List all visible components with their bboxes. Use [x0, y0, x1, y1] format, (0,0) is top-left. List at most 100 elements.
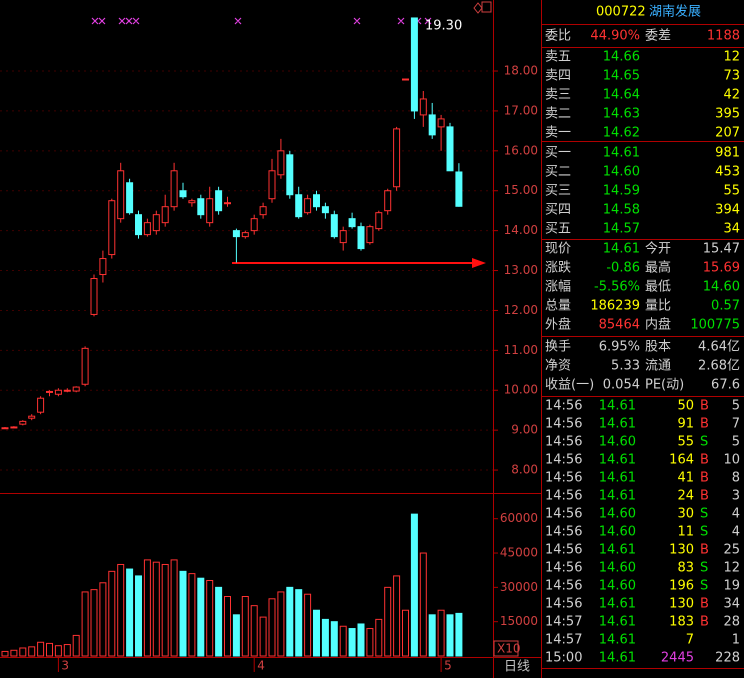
- candle-body: [224, 202, 231, 205]
- volume-bar: [241, 596, 249, 657]
- volume-bar: [250, 605, 258, 657]
- trade-count: 12: [723, 561, 740, 576]
- window-icons: [473, 1, 492, 14]
- candle-body: [143, 222, 151, 236]
- stat-label: PE(动): [645, 378, 684, 393]
- stat-value: 14.60: [703, 280, 740, 295]
- book-volume: 395: [715, 107, 740, 122]
- trade-volume: 183: [669, 615, 694, 630]
- candle-body: [90, 278, 98, 315]
- y-tick-label: 15.00: [504, 183, 538, 197]
- trade-volume: 196: [669, 579, 694, 594]
- stock-name: 湖南发展: [649, 4, 701, 20]
- volume-bar: [10, 649, 18, 657]
- candle-body: [241, 232, 249, 238]
- trade-time: 14:56: [545, 471, 582, 486]
- book-price: 14.57: [603, 222, 640, 237]
- candle-body: [206, 198, 214, 224]
- candle-body: [54, 389, 62, 395]
- candle-body: [250, 218, 258, 232]
- book-price: 14.63: [603, 107, 640, 122]
- candle-body: [384, 190, 392, 212]
- book-label: 买五: [545, 222, 571, 237]
- volume-bar: [339, 625, 347, 657]
- volume-bar: [215, 586, 223, 657]
- trade-side: B: [700, 453, 709, 468]
- trade-volume: 83: [677, 561, 694, 576]
- trade-time: 14:56: [545, 543, 582, 558]
- volume-bar: [259, 616, 267, 657]
- book-label: 买二: [545, 165, 571, 180]
- book-price: 14.66: [603, 50, 640, 65]
- volume-bar: [135, 575, 142, 657]
- candle-body: [339, 230, 347, 244]
- annotation-arrow: [232, 258, 486, 268]
- trade-price: 14.60: [599, 525, 636, 540]
- trade-volume: 55: [677, 435, 694, 450]
- candle-body: [313, 194, 320, 208]
- trade-price: 14.61: [599, 453, 636, 468]
- trade-time: 14:56: [545, 561, 582, 576]
- volume-bar: [170, 559, 178, 657]
- volume-bar: [375, 618, 383, 657]
- book-label: 卖四: [545, 69, 571, 84]
- trade-time: 14:56: [545, 579, 582, 594]
- candle-body: [375, 212, 383, 230]
- trade-count: 7: [732, 417, 740, 432]
- trade-volume: 130: [669, 597, 694, 612]
- stat-label: 最高: [645, 260, 671, 276]
- stat-value: 100775: [690, 318, 740, 333]
- trade-count: 228: [715, 651, 740, 666]
- trade-side: S: [700, 435, 708, 450]
- volume-bar: [161, 563, 169, 657]
- trade-time: 14:56: [545, 507, 582, 522]
- stat-label: 现价: [545, 242, 571, 257]
- stat-label: 量比: [645, 299, 671, 314]
- trade-side: S: [700, 525, 708, 540]
- candle-body: [81, 347, 89, 385]
- candle-body: [10, 426, 18, 429]
- trade-side: B: [700, 471, 709, 486]
- trade-price: 14.60: [599, 561, 636, 576]
- stat-label: 内盘: [645, 317, 671, 333]
- candle-body: [28, 415, 36, 419]
- book-volume: 453: [715, 165, 740, 180]
- candle-body: [46, 390, 53, 393]
- trade-count: 19: [723, 579, 740, 594]
- candle-body: [437, 118, 445, 128]
- candle-body: [277, 150, 285, 176]
- book-price: 14.64: [603, 88, 640, 103]
- volume-bar: [1, 650, 9, 657]
- volume-bar: [19, 647, 27, 657]
- volume-bar: [81, 591, 89, 657]
- trade-side: S: [700, 507, 708, 522]
- candle-body: [197, 198, 205, 216]
- volume-bar: [330, 621, 338, 657]
- trade-count: 5: [732, 435, 740, 450]
- volume-bar: [348, 628, 356, 657]
- trade-volume: 24: [677, 489, 694, 504]
- candle-body: [108, 200, 116, 256]
- stat-value: 6.95%: [599, 340, 640, 355]
- stat-value: 5.33: [611, 359, 640, 374]
- candle-body: [455, 171, 463, 207]
- trade-price: 14.61: [599, 597, 636, 612]
- volume-bar: [197, 577, 205, 657]
- trade-price: 14.60: [599, 579, 636, 594]
- stat-value: 186239: [590, 299, 640, 314]
- trade-count: 25: [723, 543, 740, 558]
- book-volume: 12: [723, 50, 740, 65]
- candle-body: [126, 182, 134, 214]
- y-tick-label: 16.00: [504, 143, 538, 157]
- trade-count: 8: [732, 471, 740, 486]
- volume-bar: [54, 645, 62, 657]
- candle-body: [295, 194, 303, 218]
- book-volume: 981: [715, 146, 740, 161]
- book-volume: 394: [715, 203, 740, 218]
- stat-value: 4.64亿: [698, 340, 740, 355]
- trade-side: B: [700, 417, 709, 432]
- candle-body: [170, 170, 178, 208]
- candle-body: [286, 154, 294, 196]
